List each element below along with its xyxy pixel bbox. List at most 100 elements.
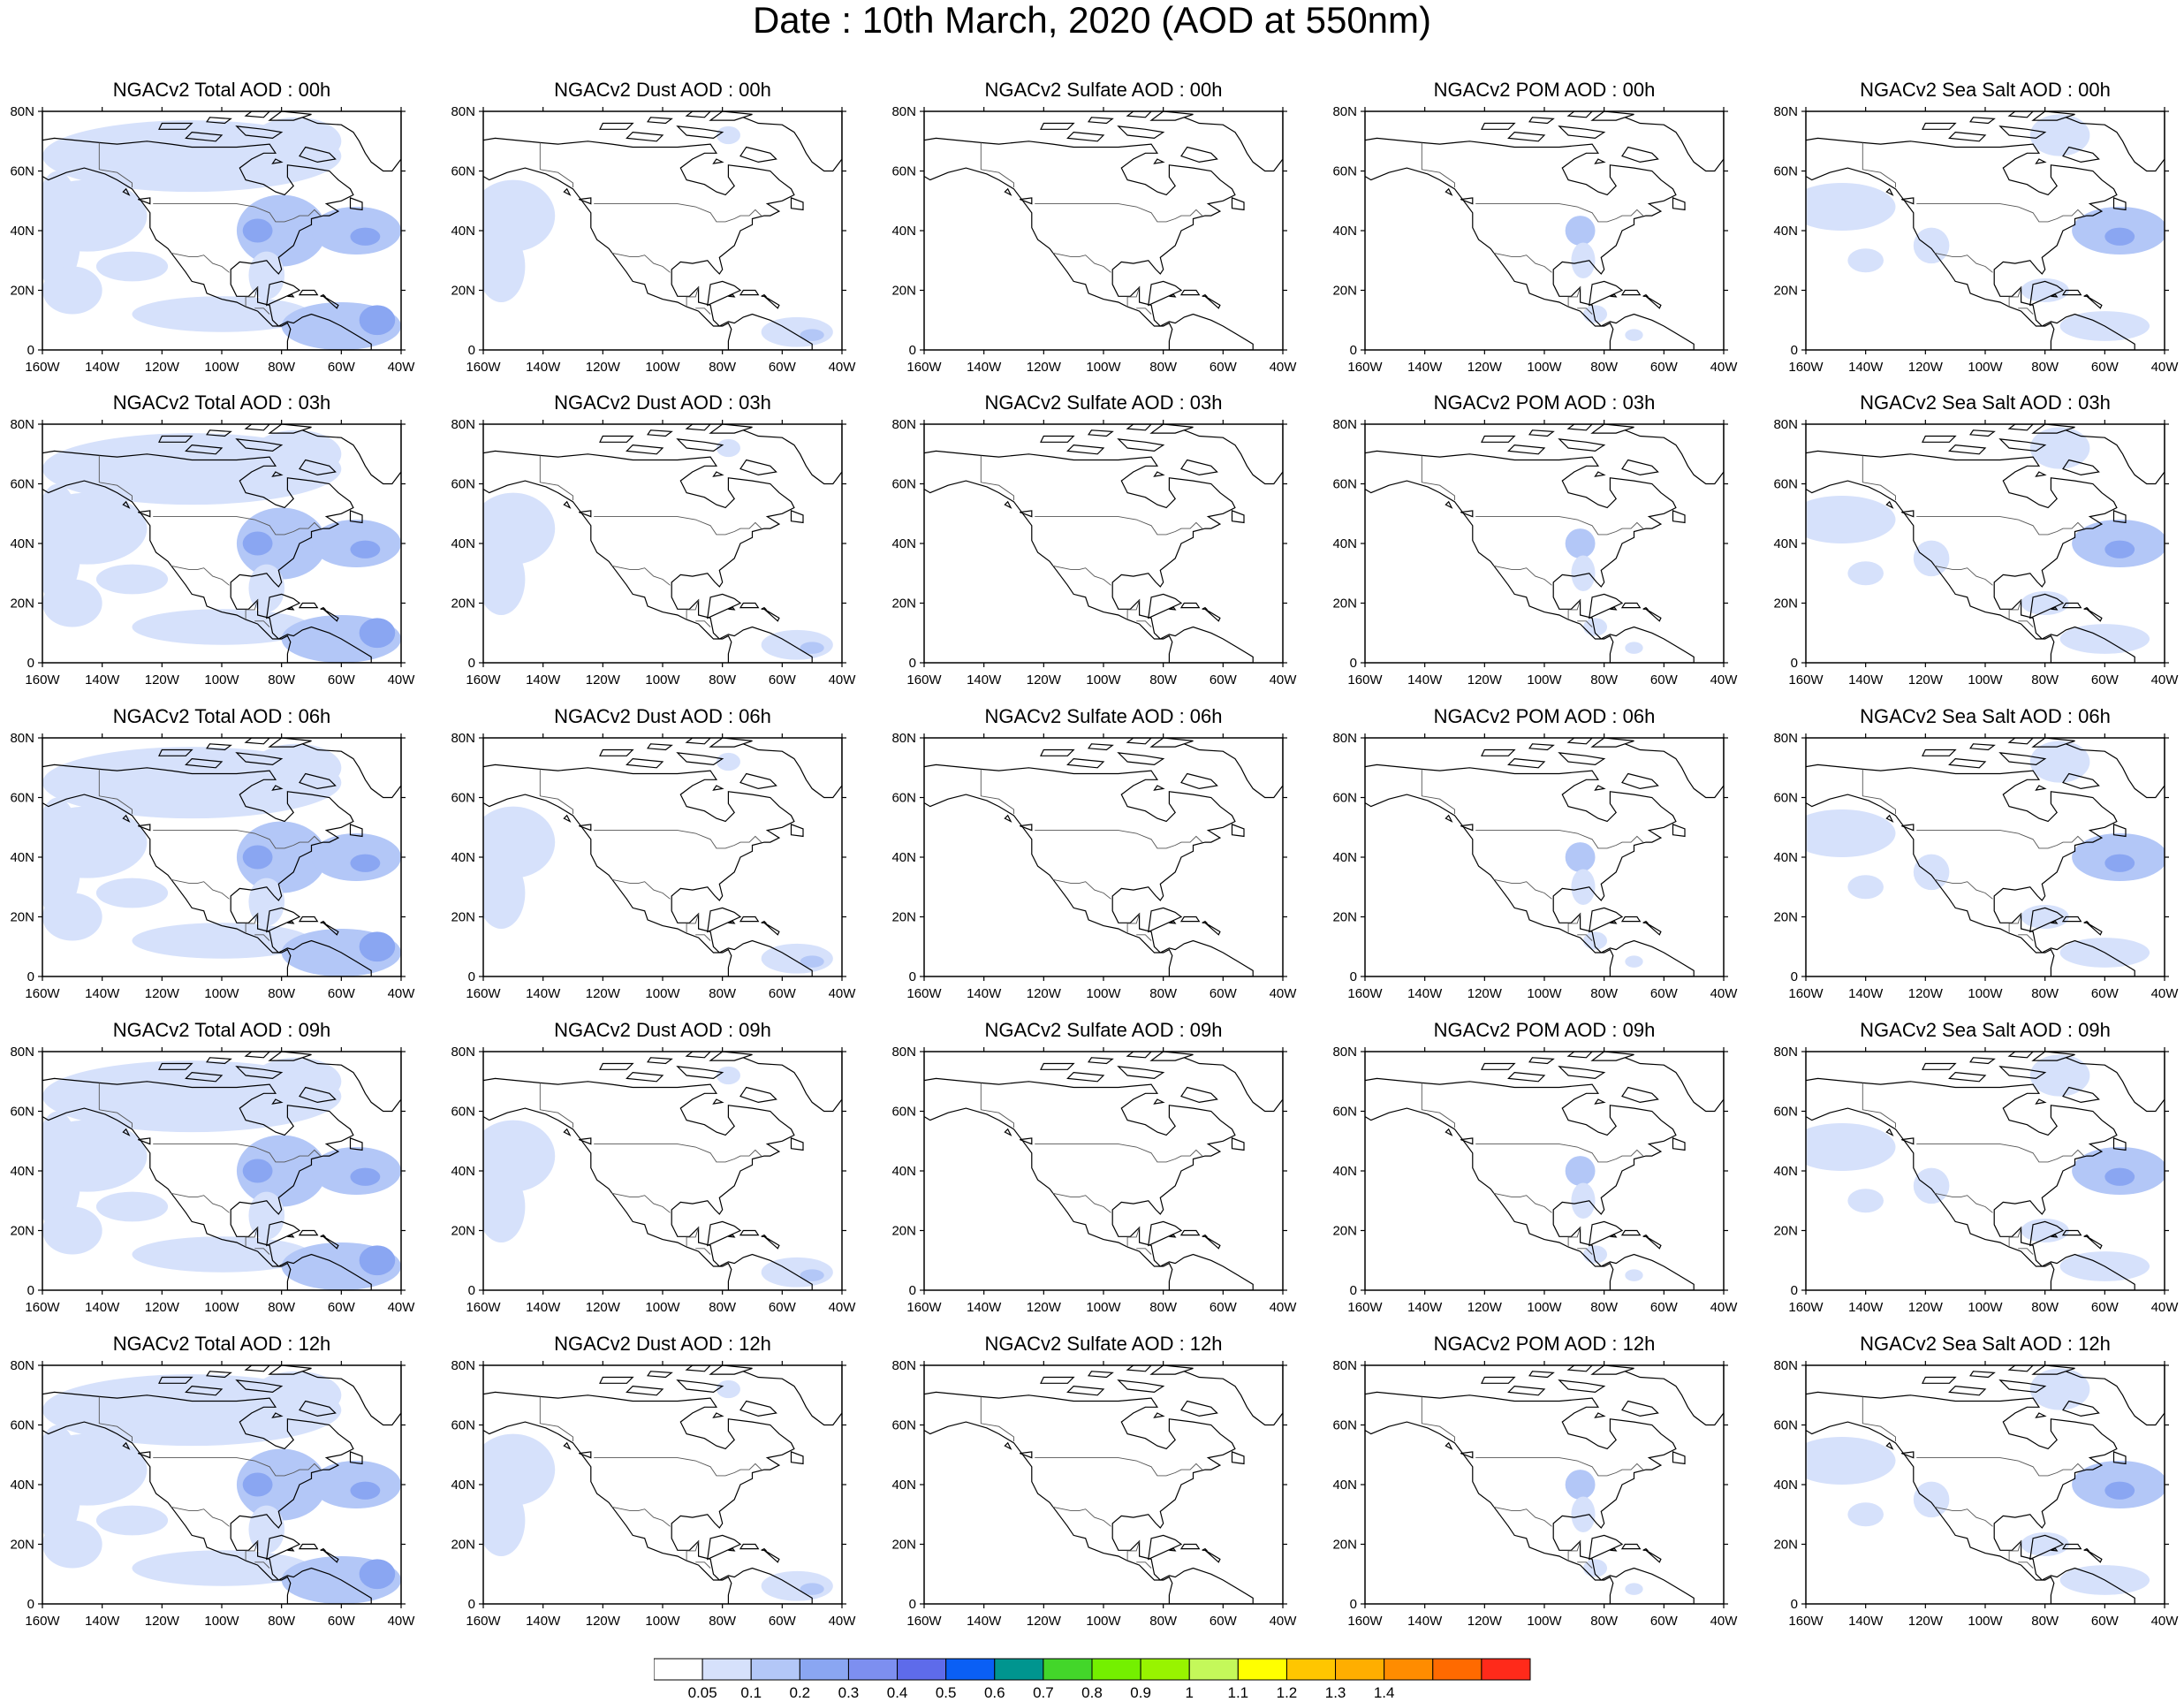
- lon-tick-label: 100W: [1527, 1614, 1562, 1629]
- continent-outline: [1365, 450, 1695, 663]
- island-outline: [268, 111, 312, 121]
- island-outline: [2029, 1534, 2065, 1561]
- coastlines: [1365, 1052, 1724, 1290]
- lat-tick-label: 80N: [451, 417, 475, 432]
- island-outline: [1445, 187, 1453, 196]
- lon-tick-label: 160W: [1788, 1300, 1824, 1315]
- island-outline: [2086, 608, 2103, 622]
- aod-contour: [1913, 854, 1950, 891]
- island-outline: [1969, 743, 1996, 751]
- map-plot: 160W 140W 120W 100W 80W 60W 40W 0 20N 40N 60N 80N: [10, 1358, 415, 1629]
- island-outline: [2083, 920, 2090, 923]
- island-outline: [1445, 500, 1453, 509]
- lat-tick-label: 40N: [891, 850, 916, 865]
- border-line: [611, 878, 671, 900]
- island-outline: [1998, 438, 2047, 452]
- island-outline: [1149, 111, 1194, 121]
- lat-tick-label: 0: [909, 1283, 916, 1298]
- lon-tick-label: 100W: [204, 1300, 239, 1315]
- lon-tick-label: 120W: [1908, 672, 1944, 688]
- lat-tick-label: 60N: [1332, 1105, 1357, 1120]
- island-outline: [185, 1385, 224, 1396]
- border-line: [171, 252, 230, 273]
- island-outline: [206, 1057, 232, 1065]
- border-line: [98, 769, 133, 815]
- lon-tick-label: 80W: [1590, 672, 1619, 688]
- border-line: [1934, 565, 1993, 586]
- lon-tick-label: 100W: [204, 360, 239, 375]
- island-outline: [266, 907, 301, 933]
- island-outline: [2086, 295, 2103, 309]
- border-line: [1475, 203, 1644, 223]
- aod-contour: [2029, 741, 2090, 783]
- island-outline: [322, 922, 339, 936]
- island-outline: [299, 146, 337, 163]
- aod-contour: [1625, 1583, 1643, 1595]
- island-outline: [349, 510, 363, 524]
- panel-title: NGACv2 Dust AOD : 09h: [554, 1019, 771, 1041]
- lon-tick-label: 140W: [1407, 1300, 1443, 1315]
- island-outline: [1066, 1385, 1105, 1396]
- lon-tick-label: 60W: [769, 1614, 797, 1629]
- border-line: [1493, 1506, 1552, 1527]
- island-outline: [2035, 785, 2047, 791]
- map-plot: 160W 140W 120W 100W 80W 60W 40W 0 20N 40N 60N 80N: [1773, 1358, 2179, 1629]
- aod-contour: [242, 845, 273, 870]
- border-line: [1493, 565, 1552, 586]
- lon-tick-label: 120W: [586, 986, 621, 1001]
- island-outline: [763, 1549, 780, 1563]
- lon-tick-label: 80W: [2031, 1300, 2059, 1315]
- island-outline: [1528, 429, 1555, 437]
- lon-tick-label: 60W: [769, 672, 797, 688]
- aod-contour: [1806, 1437, 1896, 1485]
- lat-tick-label: 80N: [10, 104, 34, 119]
- island-outline: [1620, 602, 1642, 609]
- island-outline: [1590, 424, 1634, 434]
- lon-tick-label: 60W: [1650, 986, 1679, 1001]
- political-borders: [1862, 1083, 2085, 1255]
- aod-field: [1565, 1156, 1643, 1281]
- panel-title: NGACv2 Dust AOD : 12h: [554, 1333, 771, 1355]
- greenland-outline: [2066, 738, 2165, 799]
- border-line: [98, 1396, 133, 1442]
- coastlines: [924, 1365, 1283, 1604]
- island-outline: [763, 1235, 780, 1250]
- aod-contour: [1913, 540, 1950, 577]
- lat-tick-label: 20N: [451, 910, 475, 925]
- island-outline: [1528, 117, 1555, 125]
- aod-contour: [95, 1191, 169, 1222]
- island-outline: [122, 814, 131, 823]
- border-line: [1035, 1144, 1203, 1163]
- island-outline: [299, 1086, 337, 1104]
- island-outline: [266, 280, 301, 307]
- island-outline: [1481, 1062, 1516, 1070]
- island-outline: [1621, 772, 1659, 790]
- lat-tick-label: 80N: [10, 1358, 34, 1373]
- island-outline: [2029, 593, 2065, 619]
- continent-outline: [1365, 1077, 1695, 1290]
- greenland-outline: [743, 738, 842, 799]
- lon-tick-label: 40W: [388, 672, 416, 688]
- island-outline: [626, 444, 664, 455]
- colorbar-swatch: [1140, 1658, 1190, 1681]
- island-outline: [707, 280, 742, 307]
- lat-tick-label: 80N: [1773, 1045, 1798, 1060]
- island-outline: [1153, 1412, 1165, 1418]
- island-outline: [599, 435, 634, 443]
- island-outline: [138, 1137, 151, 1145]
- island-outline: [1594, 1098, 1606, 1105]
- colorbar-label: 1: [1185, 1684, 1193, 1700]
- aod-contour: [483, 857, 526, 929]
- island-outline: [2007, 738, 2034, 745]
- aod-contour: [95, 1505, 169, 1536]
- island-outline: [1481, 122, 1516, 130]
- political-borders: [539, 455, 762, 627]
- border-line: [1126, 1540, 1141, 1561]
- lon-tick-label: 100W: [645, 1614, 680, 1629]
- island-outline: [1117, 438, 1165, 452]
- island-outline: [709, 111, 753, 121]
- island-outline: [1969, 1057, 1996, 1065]
- island-outline: [1004, 1441, 1012, 1450]
- lon-tick-label: 140W: [1848, 360, 1884, 375]
- map-panel-sulfate: NGACv2 Sulfate AOD : 09h 160W 140W 120W 100W…: [882, 1020, 1325, 1322]
